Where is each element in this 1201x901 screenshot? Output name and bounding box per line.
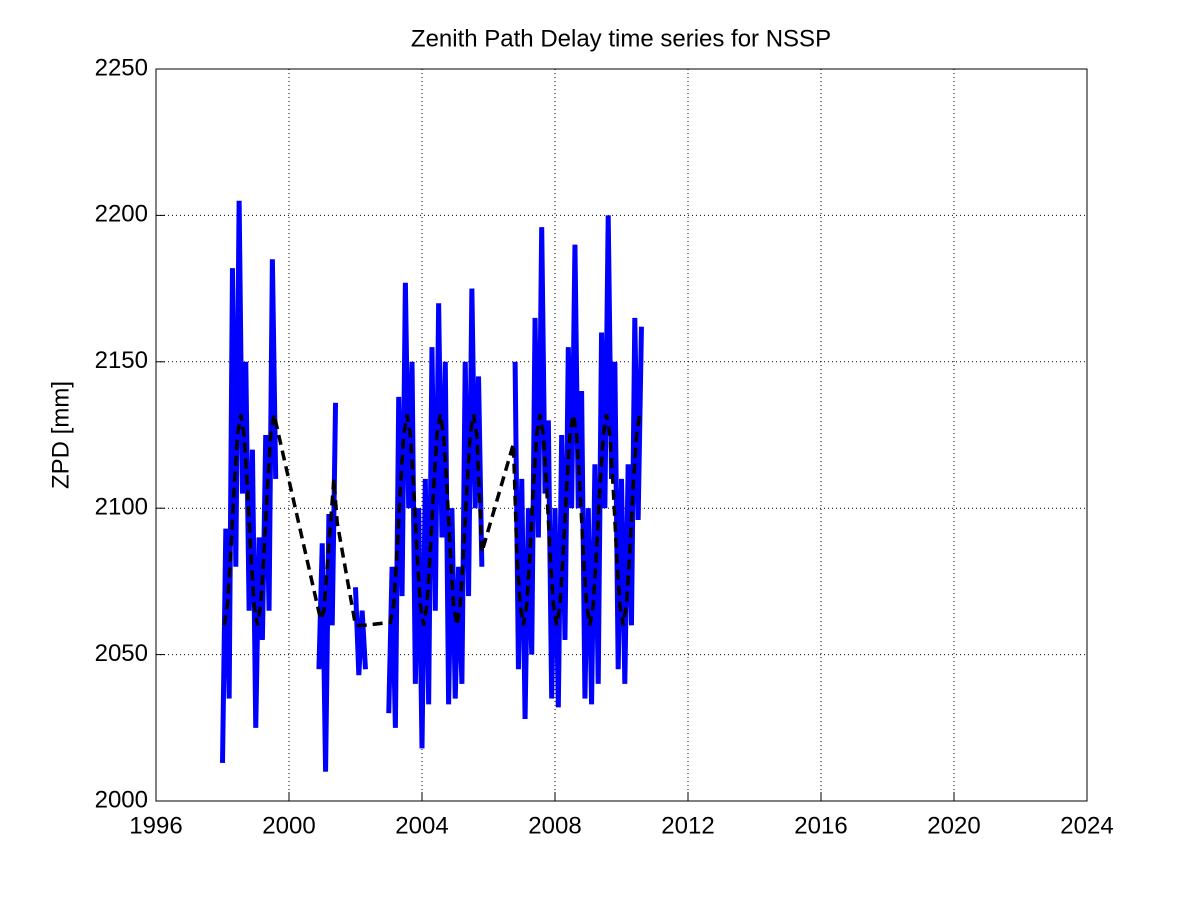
axes-box	[155, 68, 1088, 802]
x-tick-label: 2024	[1060, 812, 1113, 839]
x-tick-label: 2004	[395, 812, 448, 839]
x-tick-label: 2020	[927, 812, 980, 839]
y-axis-label: ZPD [mm]	[47, 381, 74, 489]
x-tick-label: 2012	[661, 812, 714, 839]
data-line	[220, 200, 644, 772]
chart-title: Zenith Path Delay time series for NSSP	[411, 25, 831, 52]
y-tick-label: 2000	[95, 786, 148, 813]
x-tick-label: 2008	[528, 812, 581, 839]
x-tick-label: 2000	[262, 812, 315, 839]
fit-line	[222, 414, 642, 628]
plot-area	[156, 69, 1087, 801]
x-tick-label: 1996	[129, 812, 182, 839]
y-tick-label: 2050	[95, 640, 148, 667]
y-tick-label: 2100	[95, 494, 148, 521]
x-tick-label: 2016	[794, 812, 847, 839]
y-tick-label: 2250	[95, 54, 148, 81]
y-tick-label: 2200	[95, 201, 148, 228]
y-tick-label: 2150	[95, 347, 148, 374]
